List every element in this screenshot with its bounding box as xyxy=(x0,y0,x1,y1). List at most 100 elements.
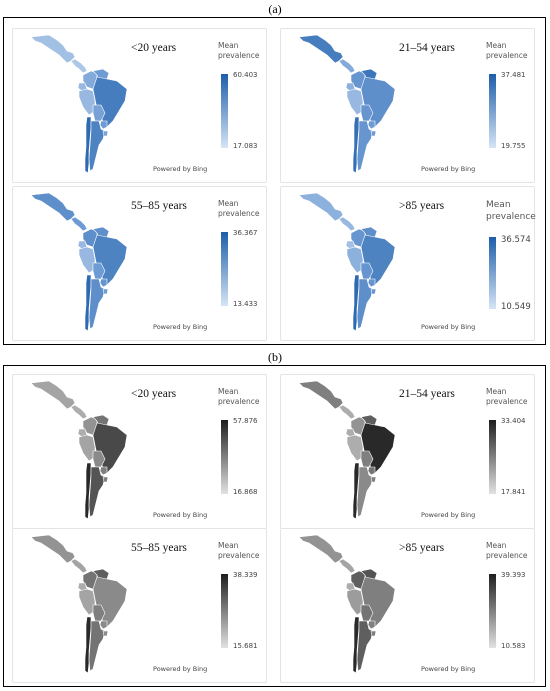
map-panel-a1: <20 years Mean prevalence 60.403 17.083 … xyxy=(12,28,267,183)
latin-america-map xyxy=(30,380,127,520)
legend-max-value: 60.403 xyxy=(233,71,258,79)
region-mexico xyxy=(298,534,344,564)
region-central-america xyxy=(70,558,88,574)
age-group-label: 21–54 years xyxy=(399,388,455,400)
powered-by-bing: Powered by Bing xyxy=(153,665,208,673)
legend-min-value: 17.083 xyxy=(233,142,258,150)
age-group-label: 21–54 years xyxy=(399,42,455,54)
region-paraguay xyxy=(99,620,108,630)
map-panel-b1: <20 years Mean prevalence 57.876 16.868 … xyxy=(12,374,267,529)
map-panel-a4: >85 years Mean prevalence 36.574 10.549 … xyxy=(280,186,536,341)
map-panel-b2: 21–54 years Mean prevalence 33.404 17.84… xyxy=(280,374,535,529)
age-group-label: >85 years xyxy=(399,542,445,554)
legend-title: Mean prevalence xyxy=(218,541,260,560)
age-group-label: 55–85 years xyxy=(131,542,187,554)
powered-by-bing: Powered by Bing xyxy=(153,323,208,331)
region-peru xyxy=(78,434,96,462)
region-argentina xyxy=(88,620,106,672)
region-uruguay xyxy=(102,630,109,637)
region-argentina xyxy=(356,620,374,672)
legend-color-bar xyxy=(489,420,496,494)
region-mexico xyxy=(30,380,76,410)
region-mexico xyxy=(298,380,344,410)
legend-color-bar xyxy=(221,74,228,148)
age-group-label: <20 years xyxy=(131,42,177,54)
latin-america-map xyxy=(298,192,395,332)
region-mexico xyxy=(298,192,344,222)
region-paraguay xyxy=(367,120,376,130)
region-argentina xyxy=(356,466,374,518)
region-central-america xyxy=(70,216,88,232)
region-paraguay xyxy=(367,278,376,288)
legend-max-value: 36.574 xyxy=(501,235,531,245)
powered-by-bing: Powered by Bing xyxy=(421,665,476,673)
region-central-america xyxy=(338,558,356,574)
map-panel-a3: 55–85 years Mean prevalence 36.367 13.43… xyxy=(12,186,267,341)
region-peru xyxy=(346,246,364,274)
region-paraguay xyxy=(367,620,376,630)
legend-color-bar xyxy=(221,574,228,648)
powered-by-bing: Powered by Bing xyxy=(153,165,208,173)
region-central-america xyxy=(70,58,88,74)
region-mexico xyxy=(30,192,76,222)
map-panel-a2: 21–54 years Mean prevalence 37.481 19.75… xyxy=(280,28,535,183)
region-argentina xyxy=(356,278,374,330)
region-uruguay xyxy=(370,630,377,637)
region-paraguay xyxy=(99,466,108,476)
region-central-america xyxy=(338,216,356,232)
region-mexico xyxy=(30,34,76,64)
region-peru xyxy=(78,88,96,116)
legend-title: Mean prevalence xyxy=(486,541,528,560)
region-argentina xyxy=(88,120,106,172)
region-mexico xyxy=(30,534,76,564)
powered-by-bing: Powered by Bing xyxy=(421,323,476,331)
legend-color-bar xyxy=(221,420,228,494)
legend-color-bar xyxy=(221,232,228,306)
region-peru xyxy=(78,246,96,274)
legend-max-value: 57.876 xyxy=(233,417,258,425)
region-argentina xyxy=(356,120,374,172)
region-paraguay xyxy=(99,120,108,130)
legend-title: Mean prevalence xyxy=(218,199,260,218)
latin-america-map xyxy=(30,192,127,332)
section-b-label: (b) xyxy=(268,350,282,364)
region-argentina xyxy=(88,466,106,518)
legend-color-bar xyxy=(489,74,496,148)
legend-min-value: 19.755 xyxy=(501,142,526,150)
map-panel-b4: >85 years Mean prevalence 39.393 10.583 … xyxy=(280,528,535,683)
legend-max-value: 39.393 xyxy=(501,571,526,579)
latin-america-map xyxy=(298,534,395,674)
legend-max-value: 33.404 xyxy=(501,417,526,425)
region-peru xyxy=(346,588,364,616)
region-uruguay xyxy=(102,130,109,137)
age-group-label: 55–85 years xyxy=(131,200,187,212)
legend-color-bar xyxy=(489,574,496,648)
region-central-america xyxy=(70,404,88,420)
age-group-label: >85 years xyxy=(399,200,445,212)
region-peru xyxy=(346,88,364,116)
region-uruguay xyxy=(370,288,377,295)
legend-color-bar xyxy=(489,237,496,309)
region-uruguay xyxy=(102,288,109,295)
region-paraguay xyxy=(367,466,376,476)
legend-max-value: 37.481 xyxy=(501,71,526,79)
powered-by-bing: Powered by Bing xyxy=(153,511,208,519)
section-a-frame: <20 years Mean prevalence 60.403 17.083 … xyxy=(3,17,546,345)
legend-title: Mean prevalence xyxy=(486,200,536,222)
region-argentina xyxy=(88,278,106,330)
region-central-america xyxy=(338,404,356,420)
legend-min-value: 10.549 xyxy=(501,302,531,312)
legend-min-value: 17.841 xyxy=(501,488,526,496)
age-group-label: <20 years xyxy=(131,388,177,400)
latin-america-map xyxy=(30,34,127,174)
region-uruguay xyxy=(370,130,377,137)
legend-title: Mean prevalence xyxy=(486,41,528,60)
legend-title: Mean prevalence xyxy=(486,387,528,406)
region-uruguay xyxy=(102,476,109,483)
legend-max-value: 36.367 xyxy=(233,229,258,237)
region-uruguay xyxy=(370,476,377,483)
legend-min-value: 16.868 xyxy=(233,488,258,496)
section-b-frame: <20 years Mean prevalence 57.876 16.868 … xyxy=(3,365,546,687)
region-paraguay xyxy=(99,278,108,288)
region-mexico xyxy=(298,34,344,64)
